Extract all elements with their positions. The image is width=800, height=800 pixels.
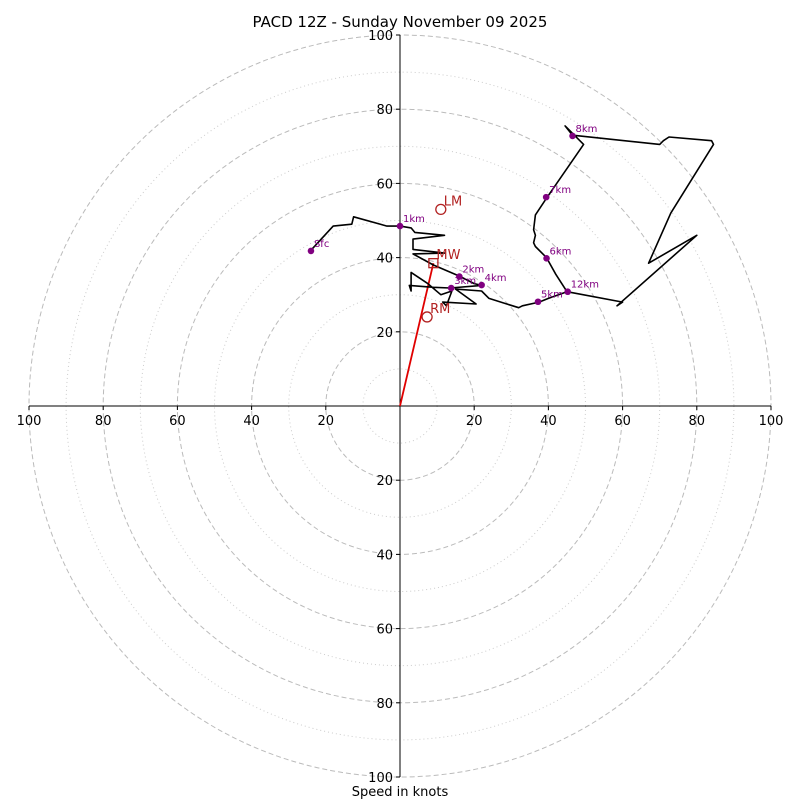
y-tick-label: 100 (368, 29, 393, 44)
height-label-8km: 8km (576, 124, 598, 135)
height-marker-sfc (307, 247, 315, 255)
tick-labels: 100 80 60 40 20 20 40 60 80 100 20 20 40 40 60 60 80 80 10… (17, 29, 784, 786)
y-tick-label: 80 (376, 697, 393, 712)
height-label-12km: 12km (571, 280, 599, 291)
height-label-5km: 5km (541, 290, 563, 301)
height-marker-5km (534, 298, 542, 306)
height-marker-7km (542, 193, 550, 201)
x-tick-label: 60 (169, 414, 186, 429)
height-marker-2km (456, 273, 463, 280)
x-axis-label: Speed in knots (352, 785, 449, 800)
y-tick-label: 20 (376, 326, 393, 341)
mean-wind-label: MW (436, 248, 460, 263)
height-marker-12km (564, 288, 571, 296)
left-mover-marker (435, 203, 447, 216)
x-tick-label: 60 (614, 414, 631, 429)
right-mover-marker (421, 311, 433, 323)
height-label-7km: 7km (549, 185, 571, 196)
height-label-6km: 6km (550, 246, 572, 257)
height-marker-1km (396, 222, 404, 230)
x-tick-label: 100 (17, 414, 42, 429)
y-tick-label: 60 (376, 623, 393, 638)
left-mover-label: LM (444, 194, 462, 209)
right-mover-label: RM (430, 302, 450, 317)
x-tick-label: 80 (95, 414, 112, 429)
y-tick-label: 100 (368, 771, 393, 786)
x-tick-label: 40 (243, 414, 260, 429)
chart-title: PACD 12Z - Sunday November 09 2025 (253, 13, 548, 31)
x-tick-label: 80 (689, 414, 706, 429)
storm-motion-markers: LM MW RM (421, 194, 462, 323)
y-tick-label: 20 (376, 474, 393, 489)
x-tick-label: 20 (466, 414, 483, 429)
height-label-1km: 1km (403, 214, 425, 225)
height-label-2km: 2km (462, 265, 484, 276)
x-tick-label: 20 (318, 414, 335, 429)
y-tick-label: 40 (376, 548, 393, 563)
wind-profile-line (310, 125, 715, 309)
y-tick-label: 60 (376, 177, 393, 192)
x-tick-label: 100 (759, 414, 784, 429)
height-label-3km: 3km (454, 276, 476, 287)
height-marker-8km (569, 132, 576, 140)
height-marker-4km (478, 281, 485, 289)
height-label-4km: 4km (485, 273, 507, 284)
height-marker-6km (543, 255, 550, 262)
height-label-sfc: Sfc (314, 239, 329, 250)
mean-wind-marker (428, 258, 439, 269)
y-tick-label: 80 (376, 103, 393, 118)
x-tick-label: 40 (540, 414, 557, 429)
height-marker-3km (447, 284, 455, 292)
y-tick-label: 40 (376, 252, 393, 267)
hodograph-trace (310, 125, 715, 309)
